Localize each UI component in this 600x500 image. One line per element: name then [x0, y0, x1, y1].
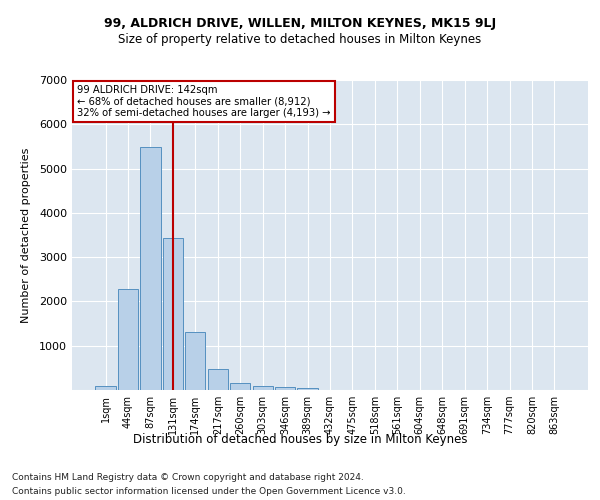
Bar: [208, 369, 228, 390]
Text: 99, ALDRICH DRIVE, WILLEN, MILTON KEYNES, MK15 9LJ: 99, ALDRICH DRIVE, WILLEN, MILTON KEYNES…: [104, 18, 496, 30]
Bar: [253, 386, 273, 390]
Y-axis label: Number of detached properties: Number of detached properties: [20, 148, 31, 322]
Bar: [95, 386, 116, 390]
Bar: [230, 383, 250, 390]
Text: Contains public sector information licensed under the Open Government Licence v3: Contains public sector information licen…: [12, 488, 406, 496]
Text: Distribution of detached houses by size in Milton Keynes: Distribution of detached houses by size …: [133, 432, 467, 446]
Bar: [185, 332, 205, 390]
Text: 99 ALDRICH DRIVE: 142sqm
← 68% of detached houses are smaller (8,912)
32% of sem: 99 ALDRICH DRIVE: 142sqm ← 68% of detach…: [77, 84, 331, 118]
Bar: [118, 288, 138, 390]
Text: Contains HM Land Registry data © Crown copyright and database right 2024.: Contains HM Land Registry data © Crown c…: [12, 472, 364, 482]
Bar: [163, 238, 183, 390]
Bar: [140, 148, 161, 390]
Text: Size of property relative to detached houses in Milton Keynes: Size of property relative to detached ho…: [118, 32, 482, 46]
Bar: [298, 388, 317, 390]
Bar: [275, 388, 295, 390]
